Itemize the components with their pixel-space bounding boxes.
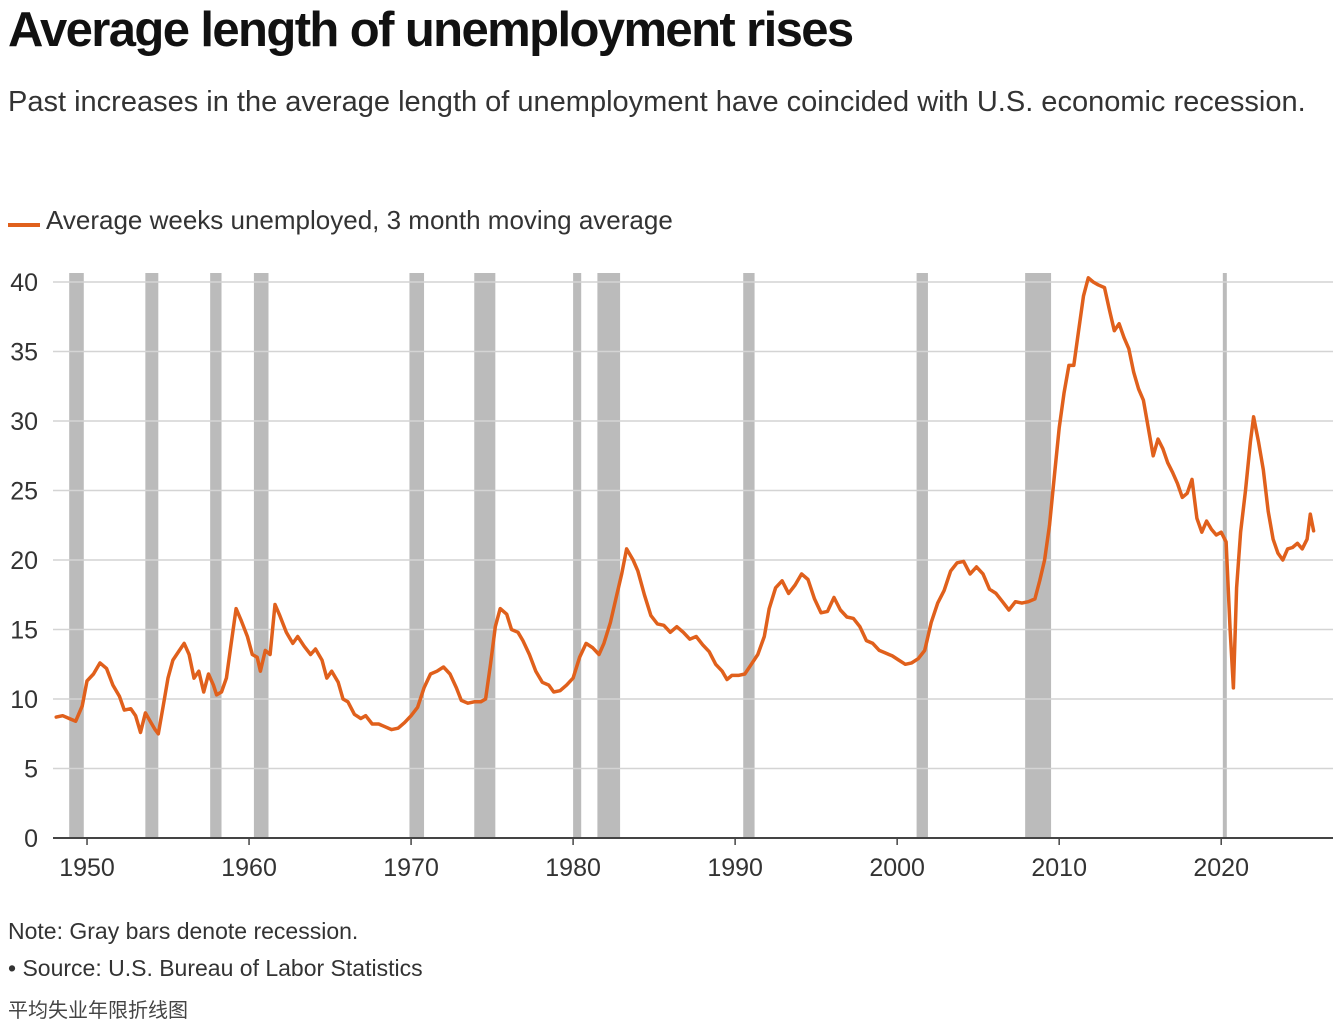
- recession-bars: [69, 273, 1227, 838]
- x-tick-label: 2000: [869, 854, 925, 882]
- y-tick-label: 30: [10, 408, 38, 436]
- y-tick-label: 35: [10, 339, 38, 367]
- legend: Average weeks unemployed, 3 month moving…: [8, 205, 673, 236]
- y-tick-label: 15: [10, 617, 38, 645]
- x-tick-label: 1970: [383, 854, 439, 882]
- recession-bar: [1222, 273, 1227, 838]
- recession-bar: [916, 273, 928, 838]
- x-tick-label: 1960: [221, 854, 277, 882]
- series-layer: [54, 276, 1316, 736]
- recession-bar: [409, 273, 425, 838]
- y-tick-label: 0: [24, 825, 38, 853]
- y-tick-label: 40: [10, 269, 38, 297]
- x-tick-label: 2010: [1031, 854, 1087, 882]
- legend-label: Average weeks unemployed, 3 month moving…: [46, 205, 673, 235]
- recession-bar: [69, 273, 84, 838]
- x-axis-ticks: 1950 1960 1970 1980 1990 2000 2010 2020: [59, 838, 1249, 882]
- chart-title: Average length of unemployment rises: [8, 3, 854, 57]
- y-axis-ticks: 0 5 10 15 20 25 30 35 40: [10, 269, 38, 853]
- recession-bar: [1025, 273, 1052, 838]
- recession-bar: [474, 273, 496, 838]
- y-tick-label: 25: [10, 478, 38, 506]
- caption-text: 平均失业年限折线图: [8, 1000, 188, 1022]
- recession-bar: [253, 273, 269, 838]
- source-text: • Source: U.S. Bureau of Labor Statistic…: [8, 955, 423, 981]
- x-tick-label: 1990: [707, 854, 763, 882]
- series-line: [54, 276, 1316, 736]
- chart-area: 0 5 10 15 20 25 30 35 40 1950 1960 1970 1980 1990 200…: [10, 269, 1333, 882]
- x-tick-label: 2020: [1193, 854, 1249, 882]
- y-tick-label: 20: [10, 547, 38, 575]
- x-tick-label: 1980: [545, 854, 601, 882]
- gridlines: [53, 281, 1333, 770]
- recession-bar: [743, 273, 755, 838]
- x-tick-label: 1950: [59, 854, 115, 882]
- note-text: Note: Gray bars denote recession.: [8, 918, 359, 944]
- y-tick-label: 10: [10, 686, 38, 714]
- recession-bar: [210, 273, 222, 838]
- recession-bar: [573, 273, 582, 838]
- y-tick-label: 5: [24, 756, 38, 784]
- legend-swatch: [8, 222, 40, 227]
- chart-subtitle: Past increases in the average length of …: [8, 86, 1306, 118]
- recession-bar: [145, 273, 159, 838]
- recession-bar: [597, 273, 621, 838]
